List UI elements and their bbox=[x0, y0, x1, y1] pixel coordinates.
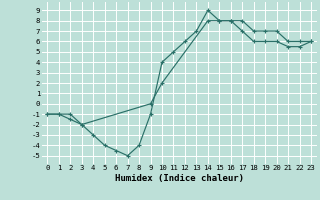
X-axis label: Humidex (Indice chaleur): Humidex (Indice chaleur) bbox=[115, 174, 244, 183]
